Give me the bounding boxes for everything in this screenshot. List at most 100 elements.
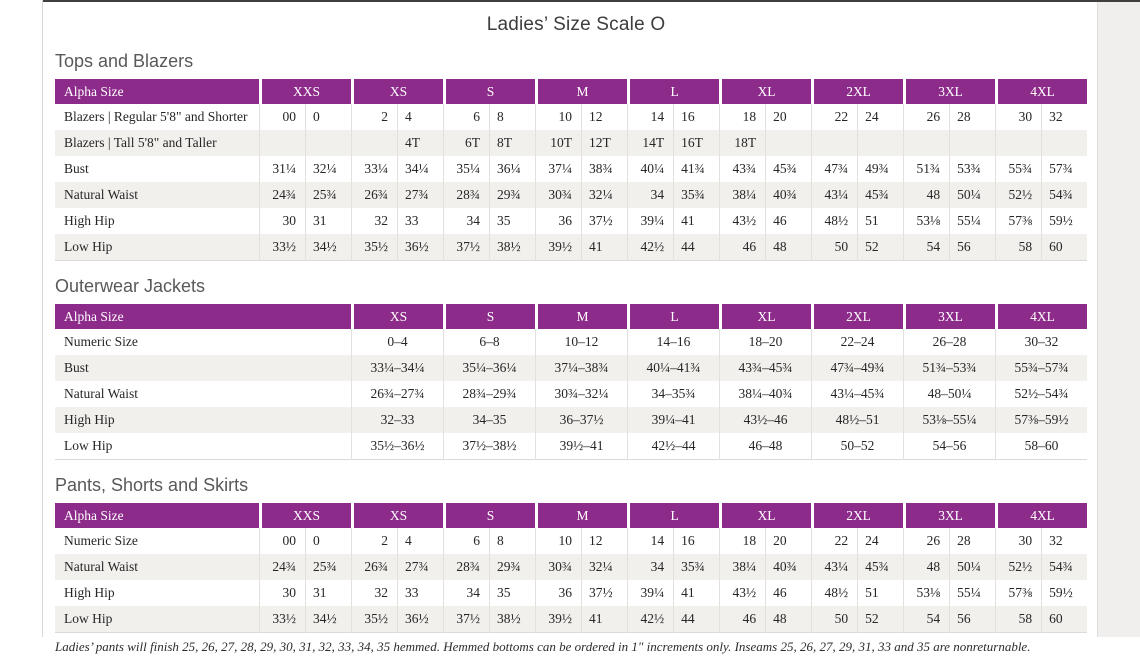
size-cell: 34–35¾ — [627, 381, 719, 407]
size-cell: 31 — [305, 580, 351, 606]
size-cell: 25¾ — [305, 554, 352, 580]
column-header: XL — [719, 79, 812, 104]
size-cell: 18–20 — [719, 329, 811, 355]
size-cell: 35¾ — [673, 182, 720, 208]
size-cell: 0–4 — [351, 329, 443, 355]
size-cell: 60 — [1041, 606, 1088, 633]
header-row: Alpha Size XXS XS S M L XL 2XL 3XL 4XL — [55, 503, 1088, 528]
size-cell: 4T — [397, 130, 444, 156]
table-row: Natural Waist 24¾ 25¾ 26¾ 27¾ 28¾ 29¾ 30¾ 32¼ 34 3… — [55, 182, 1088, 208]
size-cell: 33¼ — [351, 156, 397, 182]
table-row: Low Hip 35½–36½ 37½–38½ 39½–41 42½–44 46–48 50… — [55, 433, 1087, 460]
size-cell: 35½–36½ — [351, 433, 443, 460]
section-heading: Tops and Blazers — [55, 51, 194, 71]
size-cell: 48 — [903, 554, 950, 580]
size-cell: 55¼ — [949, 580, 995, 606]
size-cell: 38½ — [489, 606, 536, 633]
size-cell: 50¼ — [949, 182, 996, 208]
size-cell: 24 — [857, 528, 903, 554]
row-label: High Hip — [64, 585, 115, 600]
size-cell: 53¾ — [949, 156, 995, 182]
size-cell: 54 — [903, 234, 950, 261]
row-label: Bust — [55, 355, 351, 381]
size-cell: 34½ — [305, 234, 352, 261]
size-cell: 26¾ — [351, 554, 398, 580]
table-row: Natural Waist 24¾ 25¾ 26¾ 27¾ 28¾ 29¾ 30¾ 32¼ 34 3… — [55, 554, 1088, 580]
size-cell: 39¼ — [627, 208, 673, 234]
size-cell: 18 — [719, 104, 765, 130]
size-cell: 53⅛ — [903, 208, 949, 234]
size-cell: 57¾ — [1041, 156, 1087, 182]
size-cell: 35 — [489, 580, 535, 606]
size-cell: 16 — [673, 104, 719, 130]
size-cell: 22 — [811, 528, 857, 554]
size-cell: 40¼–41¾ — [627, 355, 719, 381]
size-cell: 8 — [489, 528, 535, 554]
column-header: M — [535, 79, 628, 104]
size-cell: 36½ — [397, 234, 444, 261]
size-cell: 54 — [903, 606, 950, 633]
size-cell: 37½ — [581, 208, 627, 234]
row-label: Numeric Size — [64, 533, 138, 548]
size-cell: 32¼ — [581, 554, 628, 580]
section-heading: Outerwear Jackets — [55, 276, 206, 296]
size-cell: 33½ — [259, 606, 305, 633]
size-cell — [1041, 130, 1088, 156]
size-cell: 00 — [259, 104, 305, 130]
size-cell: 41 — [673, 208, 719, 234]
column-header: XL — [719, 503, 812, 528]
size-cell: 37½ — [443, 606, 490, 633]
row-label: Blazers | Regular 5'8" and Shorter — [64, 109, 248, 124]
row-label: Bust — [64, 161, 89, 176]
size-cell: 42½ — [627, 606, 674, 633]
column-header: M — [535, 503, 628, 528]
size-cell: 55¼ — [949, 208, 995, 234]
size-cell — [259, 130, 305, 156]
size-cell: 30 — [259, 580, 305, 606]
row-label: Natural Waist — [55, 554, 259, 580]
size-cell: 48 — [903, 182, 950, 208]
page-title: Ladies’ Size Scale O — [486, 14, 666, 35]
size-cell: 12 — [581, 528, 627, 554]
size-cell: 44 — [673, 234, 720, 261]
page-left-edge — [42, 0, 43, 637]
size-cell: 50¼ — [949, 554, 996, 580]
size-cell: 41 — [581, 606, 628, 633]
size-cell: 44 — [673, 606, 720, 633]
size-cell: 46 — [719, 234, 766, 261]
size-cell: 54–56 — [903, 433, 995, 460]
size-cell: 2 — [351, 104, 397, 130]
size-cell: 30–32 — [995, 329, 1087, 355]
size-cell — [903, 130, 950, 156]
size-cell: 39½ — [535, 606, 582, 633]
size-cell: 34 — [443, 208, 489, 234]
size-cell: 41 — [581, 234, 628, 261]
size-cell: 28¾–29¾ — [443, 381, 535, 407]
size-chart-page: { "page": { "title": "Ladies’ Size Scale… — [42, 0, 1140, 654]
row-label: Natural Waist — [55, 182, 259, 208]
size-cell: 30 — [995, 528, 1041, 554]
size-cell: 34½ — [305, 606, 352, 633]
size-cell: 53⅛ — [903, 580, 949, 606]
size-cell: 33 — [397, 208, 443, 234]
size-cell: 51 — [857, 208, 903, 234]
size-cell: 51¾ — [903, 156, 949, 182]
size-cell: 43¾–45¾ — [719, 355, 811, 381]
size-cell: 22 — [811, 104, 857, 130]
size-cell: 34–35 — [443, 407, 535, 433]
size-cell: 31¼ — [259, 156, 305, 182]
size-cell: 34 — [627, 182, 674, 208]
size-cell: 38¼–40¾ — [719, 381, 811, 407]
size-cell: 8T — [489, 130, 536, 156]
size-cell: 38½ — [489, 234, 536, 261]
size-cell: 33¼–34¼ — [351, 355, 443, 381]
size-cell: 54¾ — [1041, 182, 1088, 208]
size-table: Alpha Size XS S M L XL 2XL 3XL 4XL Numeric Size 0–… — [55, 304, 1087, 460]
size-cell: 36–37½ — [535, 407, 627, 433]
alpha-size-header: Alpha Size — [55, 79, 259, 104]
size-cell: 12 — [581, 104, 627, 130]
alpha-size-header: Alpha Size — [55, 304, 351, 329]
size-cell: 28 — [949, 528, 995, 554]
size-cell: 8 — [489, 104, 535, 130]
size-cell: 38¼ — [719, 182, 766, 208]
